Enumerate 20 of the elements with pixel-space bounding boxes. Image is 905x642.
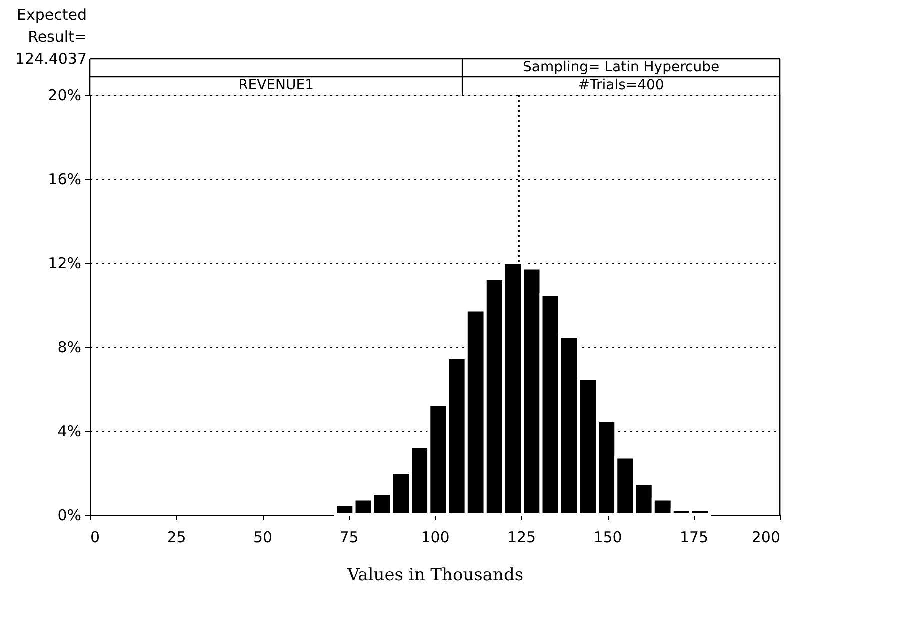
x-tick-label: 175 — [680, 528, 709, 546]
text: #Trials=400 — [578, 78, 664, 94]
y-tick-label: 16% — [48, 170, 82, 188]
y-tick-label: 12% — [48, 254, 82, 272]
y-tick-label: 8% — [58, 338, 82, 356]
x-tick-label: 100 — [421, 528, 450, 546]
x-tick-label: 25 — [167, 528, 186, 546]
x-axis-title: Values in Thousands — [346, 566, 524, 586]
chart-title: REVENUE1 — [238, 78, 314, 94]
x-tick-label: 200 — [752, 528, 780, 546]
x-tick-label: 150 — [594, 528, 622, 546]
y-tick-label: 4% — [58, 422, 82, 440]
text: Sampling= Latin Hypercube — [522, 60, 720, 76]
x-tick-label: 75 — [340, 528, 359, 546]
x-tick-label: 125 — [507, 528, 536, 546]
y-tick-label: 0% — [58, 506, 82, 524]
ref-line-label: Expected Result= 124.4037 — [15, 6, 87, 68]
x-tick-label: 50 — [253, 528, 273, 546]
y-tick-label: 20% — [48, 86, 82, 104]
x-tick-label: 0 — [90, 528, 100, 546]
